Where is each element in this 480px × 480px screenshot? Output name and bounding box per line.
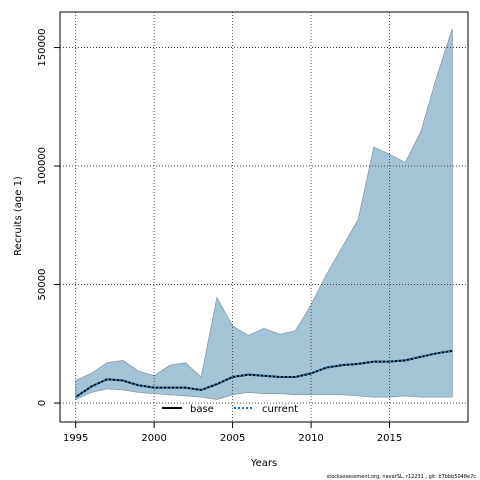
legend: base current: [162, 404, 298, 415]
x-axis-title: Years: [250, 458, 277, 469]
x-tick-label-2005: 2005: [220, 433, 245, 444]
footer-note: stockassessment.org, navarSL, r12231 , g…: [327, 474, 477, 480]
confidence-band-layer: [75, 28, 453, 401]
legend-label-base: base: [190, 404, 214, 415]
y-tick-label-50000: 50000: [37, 269, 48, 301]
y-tick-label-100000: 100000: [37, 147, 48, 185]
y-tick-label-0: 0: [37, 400, 48, 406]
y-axis: 0 50000 100000 150000: [37, 28, 60, 406]
y-tick-label-150000: 150000: [37, 28, 48, 66]
x-axis: 1995 2000 2005 2010 2015: [63, 422, 402, 444]
legend-label-current: current: [262, 404, 298, 415]
grid-layer: [60, 12, 468, 422]
x-tick-label-2010: 2010: [298, 433, 323, 444]
plot-frame: [59, 11, 469, 423]
x-tick-label-2015: 2015: [377, 433, 402, 444]
y-axis-title: Recruits (age 1): [13, 176, 24, 256]
series-line-current: [75, 349, 453, 398]
confidence-band: [75, 28, 453, 401]
x-tick-label-1995: 1995: [63, 433, 88, 444]
series-layer: [75, 349, 453, 398]
x-tick-label-2000: 2000: [141, 433, 166, 444]
